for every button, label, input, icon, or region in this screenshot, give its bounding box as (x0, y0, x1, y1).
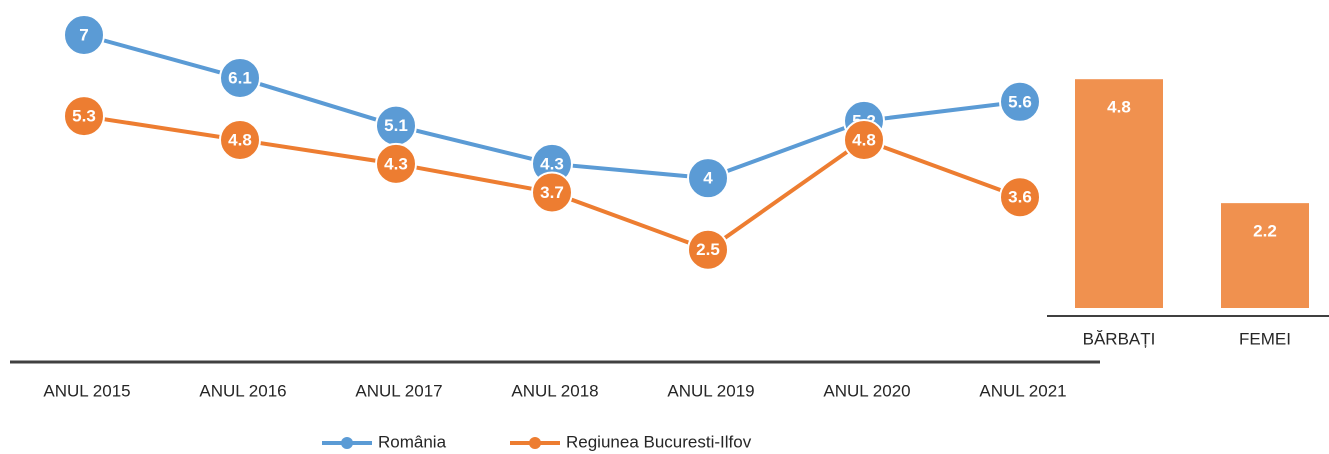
legend-label: România (378, 432, 447, 451)
data-label: 5.1 (384, 116, 408, 135)
data-label: 3.7 (540, 183, 564, 202)
data-label: 4.8 (852, 130, 876, 149)
data-label: 6.1 (228, 68, 252, 87)
data-label: 5.3 (72, 107, 96, 126)
data-label: 5.6 (1008, 92, 1032, 111)
data-label: 4.3 (384, 154, 408, 173)
x-tick-label: FEMEI (1239, 329, 1291, 348)
x-tick-label: ANUL 2017 (355, 381, 442, 400)
x-tick-label: BĂRBAȚI (1083, 329, 1156, 348)
point (375, 142, 417, 185)
data-label: 4 (703, 169, 713, 188)
data-label: 2.5 (696, 240, 720, 259)
bar (1221, 203, 1309, 308)
point (687, 228, 729, 271)
data-label: 3.6 (1008, 188, 1032, 207)
data-label: 4.8 (228, 130, 252, 149)
legend-marker (529, 437, 541, 449)
point (999, 176, 1041, 219)
data-label: 2.2 (1253, 222, 1277, 241)
data-label: 7 (79, 25, 88, 44)
x-tick-label: ANUL 2020 (823, 381, 910, 400)
legend-label: Regiunea Bucuresti-Ilfov (566, 432, 752, 451)
x-tick-label: ANUL 2016 (199, 381, 286, 400)
bar (1075, 79, 1163, 308)
point (63, 95, 105, 138)
point (687, 157, 729, 200)
x-tick-label: ANUL 2018 (511, 381, 598, 400)
point (531, 171, 573, 214)
point (219, 56, 261, 99)
point (63, 14, 105, 56)
point (843, 118, 885, 161)
data-label: 4.3 (540, 154, 564, 173)
point (219, 118, 261, 161)
x-tick-label: ANUL 2019 (667, 381, 754, 400)
x-tick-label: ANUL 2015 (43, 381, 130, 400)
data-label: 4.8 (1107, 98, 1131, 117)
legend-marker (341, 437, 353, 449)
x-tick-label: ANUL 2021 (979, 381, 1066, 400)
point (999, 80, 1041, 123)
